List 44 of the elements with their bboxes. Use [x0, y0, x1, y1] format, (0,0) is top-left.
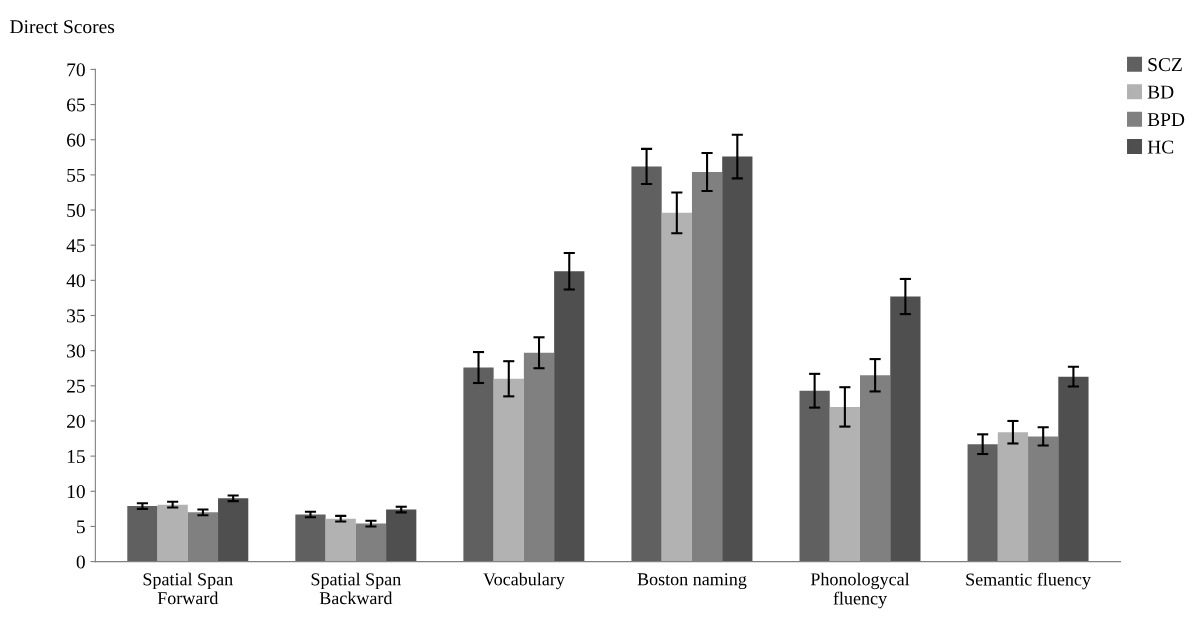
y-tick-label: 10	[67, 485, 85, 499]
y-tick-label: 0	[76, 555, 85, 569]
legend-label: BD	[1147, 85, 1174, 99]
y-tick-label: 30	[67, 344, 85, 358]
bar	[493, 378, 524, 562]
bar	[661, 212, 692, 562]
y-tick-label: 35	[67, 309, 85, 323]
y-tick-label: 15	[67, 450, 85, 464]
x-tick-label: Boston naming	[637, 573, 747, 590]
bar	[799, 390, 830, 562]
bar	[829, 406, 860, 562]
y-tick-label: 40	[66, 274, 85, 288]
y-tick-label: 5	[77, 520, 85, 534]
bar	[722, 156, 753, 562]
legend-label: HC	[1147, 140, 1174, 154]
bar	[127, 506, 158, 562]
bar	[967, 444, 998, 562]
bar	[325, 518, 356, 562]
legend-label: SCZ	[1148, 58, 1182, 72]
x-tick-label: Semantic fluency	[966, 572, 1091, 590]
bar	[295, 514, 326, 562]
bar	[463, 367, 494, 562]
bar	[157, 504, 188, 562]
bar	[631, 166, 662, 562]
y-tick-label: 60	[67, 133, 85, 147]
bar	[554, 271, 585, 562]
x-tick-label: Phonologycal fluency	[810, 572, 910, 609]
y-tick-label: 20	[67, 414, 85, 428]
y-tick-label: 55	[67, 168, 85, 182]
y-axis-title: Direct Scores	[10, 20, 115, 34]
legend-label: BPD	[1147, 113, 1185, 126]
x-tick-label: Vocabulary	[483, 572, 565, 590]
y-tick-label: 50	[67, 203, 85, 217]
x-tick-label: Spatial Span Forward	[143, 572, 233, 605]
bar	[997, 432, 1029, 562]
y-tick-label: 65	[67, 98, 85, 112]
bar	[1058, 376, 1089, 562]
bar	[386, 509, 417, 562]
bar	[218, 498, 249, 562]
x-tick-label: Spatial Span Backward	[311, 572, 401, 605]
bar	[890, 296, 921, 562]
y-tick-label: 70	[67, 63, 85, 77]
y-tick-label: 25	[67, 379, 85, 393]
y-tick-label: 45	[66, 239, 85, 253]
